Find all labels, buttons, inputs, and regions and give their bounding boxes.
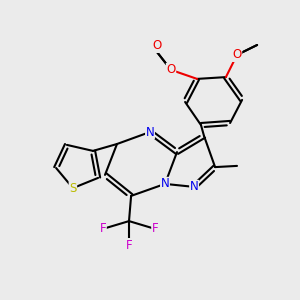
Text: O: O	[232, 48, 242, 62]
Text: F: F	[126, 238, 132, 252]
Text: N: N	[160, 177, 169, 190]
Text: N: N	[146, 125, 154, 139]
Text: S: S	[69, 182, 76, 195]
Text: O: O	[152, 39, 161, 52]
Text: F: F	[100, 222, 106, 236]
Text: N: N	[190, 180, 199, 194]
Text: F: F	[152, 222, 158, 236]
Text: O: O	[167, 63, 176, 76]
